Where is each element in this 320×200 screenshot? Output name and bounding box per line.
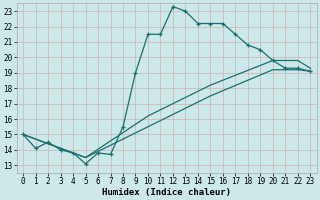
- X-axis label: Humidex (Indice chaleur): Humidex (Indice chaleur): [102, 188, 231, 197]
